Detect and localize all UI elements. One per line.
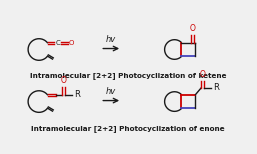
Text: O: O bbox=[199, 70, 205, 79]
Text: hv: hv bbox=[106, 35, 116, 44]
Text: hv: hv bbox=[106, 87, 116, 96]
Text: O: O bbox=[69, 40, 75, 46]
Text: Intramolecular [2+2] Photocyclization of ketene: Intramolecular [2+2] Photocyclization of… bbox=[30, 72, 226, 79]
Text: C: C bbox=[56, 40, 60, 46]
Text: R: R bbox=[213, 83, 219, 92]
Text: R: R bbox=[74, 90, 80, 99]
Text: O: O bbox=[61, 76, 67, 85]
Text: O: O bbox=[189, 24, 195, 33]
Text: Intramolecular [2+2] Photocyclization of enone: Intramolecular [2+2] Photocyclization of… bbox=[31, 125, 225, 132]
